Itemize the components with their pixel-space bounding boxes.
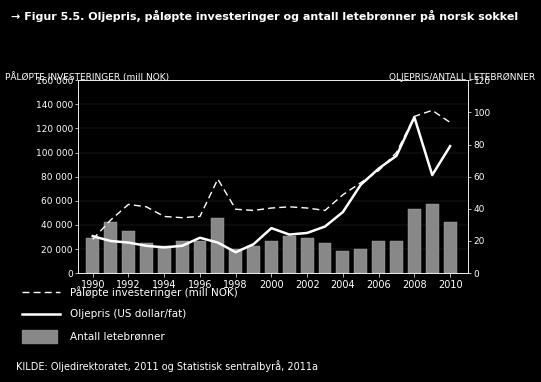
Bar (194, 241, 206, 273)
Bar (87, 238, 99, 273)
Bar (319, 243, 332, 273)
Bar (426, 204, 439, 273)
Bar (301, 238, 314, 273)
Text: KILDE: Oljedirektoratet, 2011 og Statistisk sentralbyrå, 2011a: KILDE: Oljedirektoratet, 2011 og Statist… (16, 361, 318, 372)
Bar (212, 219, 225, 273)
Bar (176, 241, 188, 273)
Text: Oljepris (US dollar/fat): Oljepris (US dollar/fat) (70, 309, 187, 319)
Bar (354, 249, 367, 273)
Bar (229, 249, 242, 273)
Bar (122, 231, 135, 273)
Bar (444, 222, 457, 273)
Bar (104, 222, 117, 273)
Bar (140, 243, 153, 273)
Bar (158, 246, 170, 273)
Bar (408, 209, 421, 273)
Bar (390, 241, 403, 273)
Text: OLJEPRIS/ANTALL LETEBRØNNER: OLJEPRIS/ANTALL LETEBRØNNER (390, 73, 536, 82)
Bar (337, 251, 349, 273)
Text: PÅLØPTE INVESTERINGER (mill NOK): PÅLØPTE INVESTERINGER (mill NOK) (5, 73, 169, 83)
Bar (265, 241, 278, 273)
Bar (247, 246, 260, 273)
Text: Påløpte investeringer (mill NOK): Påløpte investeringer (mill NOK) (70, 286, 238, 298)
Text: → Figur 5.5. Oljepris, påløpte investeringer og antall letebrønner på norsk sokk: → Figur 5.5. Oljepris, påløpte investeri… (11, 10, 518, 22)
Bar (283, 236, 296, 273)
Bar (372, 241, 385, 273)
Text: Antall letebrønner: Antall letebrønner (70, 332, 165, 342)
